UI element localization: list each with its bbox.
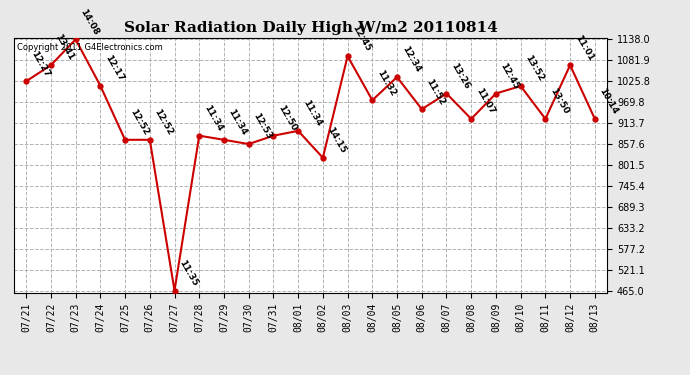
Text: 11:07: 11:07 xyxy=(474,87,496,116)
Text: 11:34: 11:34 xyxy=(227,108,249,137)
Text: Copyright 2011 G4Electronics.com: Copyright 2011 G4Electronics.com xyxy=(17,43,163,52)
Text: 11:34: 11:34 xyxy=(301,99,323,128)
Text: 14:08: 14:08 xyxy=(79,7,101,37)
Text: 11:32: 11:32 xyxy=(375,68,397,98)
Text: 14:15: 14:15 xyxy=(326,126,348,155)
Text: 11:52: 11:52 xyxy=(424,77,446,106)
Text: 11:34: 11:34 xyxy=(202,104,224,133)
Text: 13:26: 13:26 xyxy=(449,62,471,91)
Text: 12:45: 12:45 xyxy=(499,62,521,91)
Text: 12:34: 12:34 xyxy=(400,45,422,74)
Text: 13:50: 13:50 xyxy=(548,87,570,116)
Text: 10:14: 10:14 xyxy=(598,87,620,116)
Title: Solar Radiation Daily High W/m2 20110814: Solar Radiation Daily High W/m2 20110814 xyxy=(124,21,497,35)
Text: 12:52: 12:52 xyxy=(128,108,150,137)
Text: 11:01: 11:01 xyxy=(573,33,595,62)
Text: 13:41: 13:41 xyxy=(54,33,76,62)
Text: 11:35: 11:35 xyxy=(177,259,199,288)
Text: 12:52: 12:52 xyxy=(152,108,175,137)
Text: 12:53: 12:53 xyxy=(251,112,273,141)
Text: 12:50: 12:50 xyxy=(276,104,298,133)
Text: 13:52: 13:52 xyxy=(524,54,546,83)
Text: 12:17: 12:17 xyxy=(103,54,126,83)
Text: 12:45: 12:45 xyxy=(351,24,373,53)
Text: 12:27: 12:27 xyxy=(29,49,51,78)
